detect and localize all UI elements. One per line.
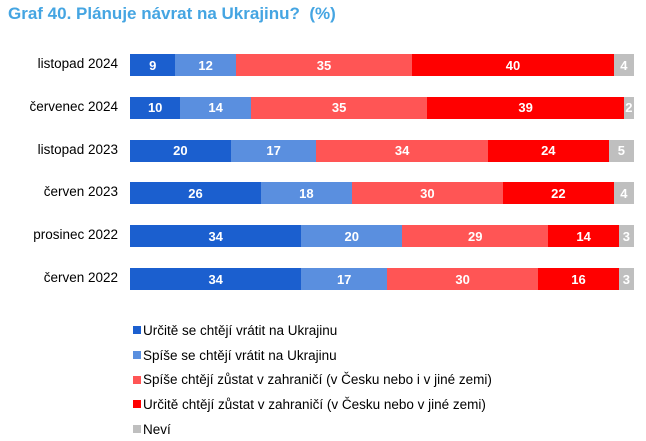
bar-segment: 34 [130,268,302,290]
data-label: 35 [331,100,347,116]
bar-row: 10 14 35 39 2 [130,96,634,119]
bar-segment: 3 [618,225,634,248]
data-label: 24 [541,143,556,159]
bar-segment: 17 [230,139,317,162]
bar-row: 9 12 35 40 4 [130,54,634,76]
legend-swatch [133,351,141,360]
data-label: 12 [198,57,213,73]
legend-item: Určitě se chtějí vrátit na Ukrajinu [133,318,553,343]
data-label: 35 [316,57,332,73]
bar-segment: 30 [387,268,539,290]
chart-title: Graf 40. Plánuje návrat na Ukrajinu? (%) [8,4,336,23]
data-label: 30 [420,185,435,201]
bar-segment: 20 [130,139,231,162]
legend-label: Neví [143,421,171,437]
bar-segment: 35 [235,54,413,76]
bar-segment: 14 [180,96,251,119]
bar-row: 20 17 34 24 5 [130,139,634,162]
legend-swatch [133,425,141,434]
bar-segment: 4 [613,182,634,205]
category-label: prosinec 2022 [33,227,118,243]
data-label: 10 [147,100,163,116]
legend-swatch [133,375,141,384]
stacked-bar-chart: listopad 2024 9 12 35 40 4 červenec 2024 10 14 35… [29,54,634,290]
data-label: 17 [336,271,352,287]
bar-segment: 39 [427,96,624,119]
data-label: 30 [455,271,470,287]
data-label: 9 [149,57,157,73]
bar-segment: 29 [402,225,549,248]
data-label: 14 [576,228,591,244]
category-label: červenec 2024 [29,98,118,114]
legend-item: Neví [133,417,553,441]
bar-row: 34 20 29 14 3 [130,225,634,248]
data-label: 34 [394,143,410,159]
bar-row: 34 17 30 16 3 [130,268,634,290]
data-label: 14 [208,100,223,116]
bar-segment: 35 [250,96,428,119]
data-label: 4 [620,185,628,201]
bar-segment: 30 [351,182,503,205]
bar-segment: 5 [608,139,634,162]
legend-item: Spíše chtějí zůstat v zahraničí (v Česku… [133,367,553,392]
data-label: 16 [571,271,586,287]
bar-segment: 4 [613,54,634,76]
legend: Určitě se chtějí vrátit na Ukrajinu Spíše… [133,318,553,441]
category-label: červen 2022 [43,270,118,285]
data-label: 26 [188,185,203,201]
category-label: listopad 2023 [37,141,118,157]
legend-label: Určitě se chtějí vrátit na Ukrajinu [143,322,338,338]
data-label: 34 [208,271,223,287]
data-label: 20 [344,228,359,244]
bar-segment: 20 [301,225,403,248]
bar-segment: 22 [502,182,614,205]
data-label: 3 [622,271,631,287]
bar-segment: 12 [175,54,236,76]
data-label: 40 [505,57,521,73]
data-label: 3 [622,228,631,244]
data-label: 20 [173,143,188,159]
legend-label: Spíše se chtějí vrátit na Ukrajinu [143,347,337,363]
bar-segment: 17 [301,268,388,290]
data-label: 39 [518,100,533,116]
legend-label: Spíše chtějí zůstat v zahraničí (v Česku… [143,372,492,388]
bar-row: 26 18 30 22 4 [130,182,634,205]
category-label: listopad 2024 [37,56,118,71]
data-label: 29 [468,228,483,244]
bar-segment: 10 [130,96,181,119]
bar-segment: 18 [261,182,352,205]
data-label: 22 [551,185,566,201]
bar-segment: 16 [538,268,619,290]
bar-segment: 14 [548,225,619,248]
legend-swatch [133,400,141,409]
data-label: 2 [625,100,633,116]
data-label: 18 [299,185,314,201]
data-label: 4 [620,57,628,73]
bar-segment: 9 [130,54,176,76]
bar-segment: 2 [623,96,634,119]
data-label: 5 [617,143,625,159]
bar-segment: 34 [130,225,302,248]
legend-item: Určitě chtějí zůstat v zahraničí (v Česk… [133,392,553,417]
bar-segment: 26 [130,182,262,205]
category-label: červen 2023 [43,184,118,200]
legend-item: Spíše se chtějí vrátit na Ukrajinu [133,343,553,368]
bar-segment: 24 [487,139,609,162]
legend-swatch [133,326,141,335]
bar-segment: 3 [618,268,634,290]
bar-segment: 34 [316,139,488,162]
data-label: 17 [266,143,281,159]
bar-segment: 40 [412,54,614,76]
data-label: 34 [208,228,223,244]
legend-label: Určitě chtějí zůstat v zahraničí (v Česk… [143,396,486,412]
